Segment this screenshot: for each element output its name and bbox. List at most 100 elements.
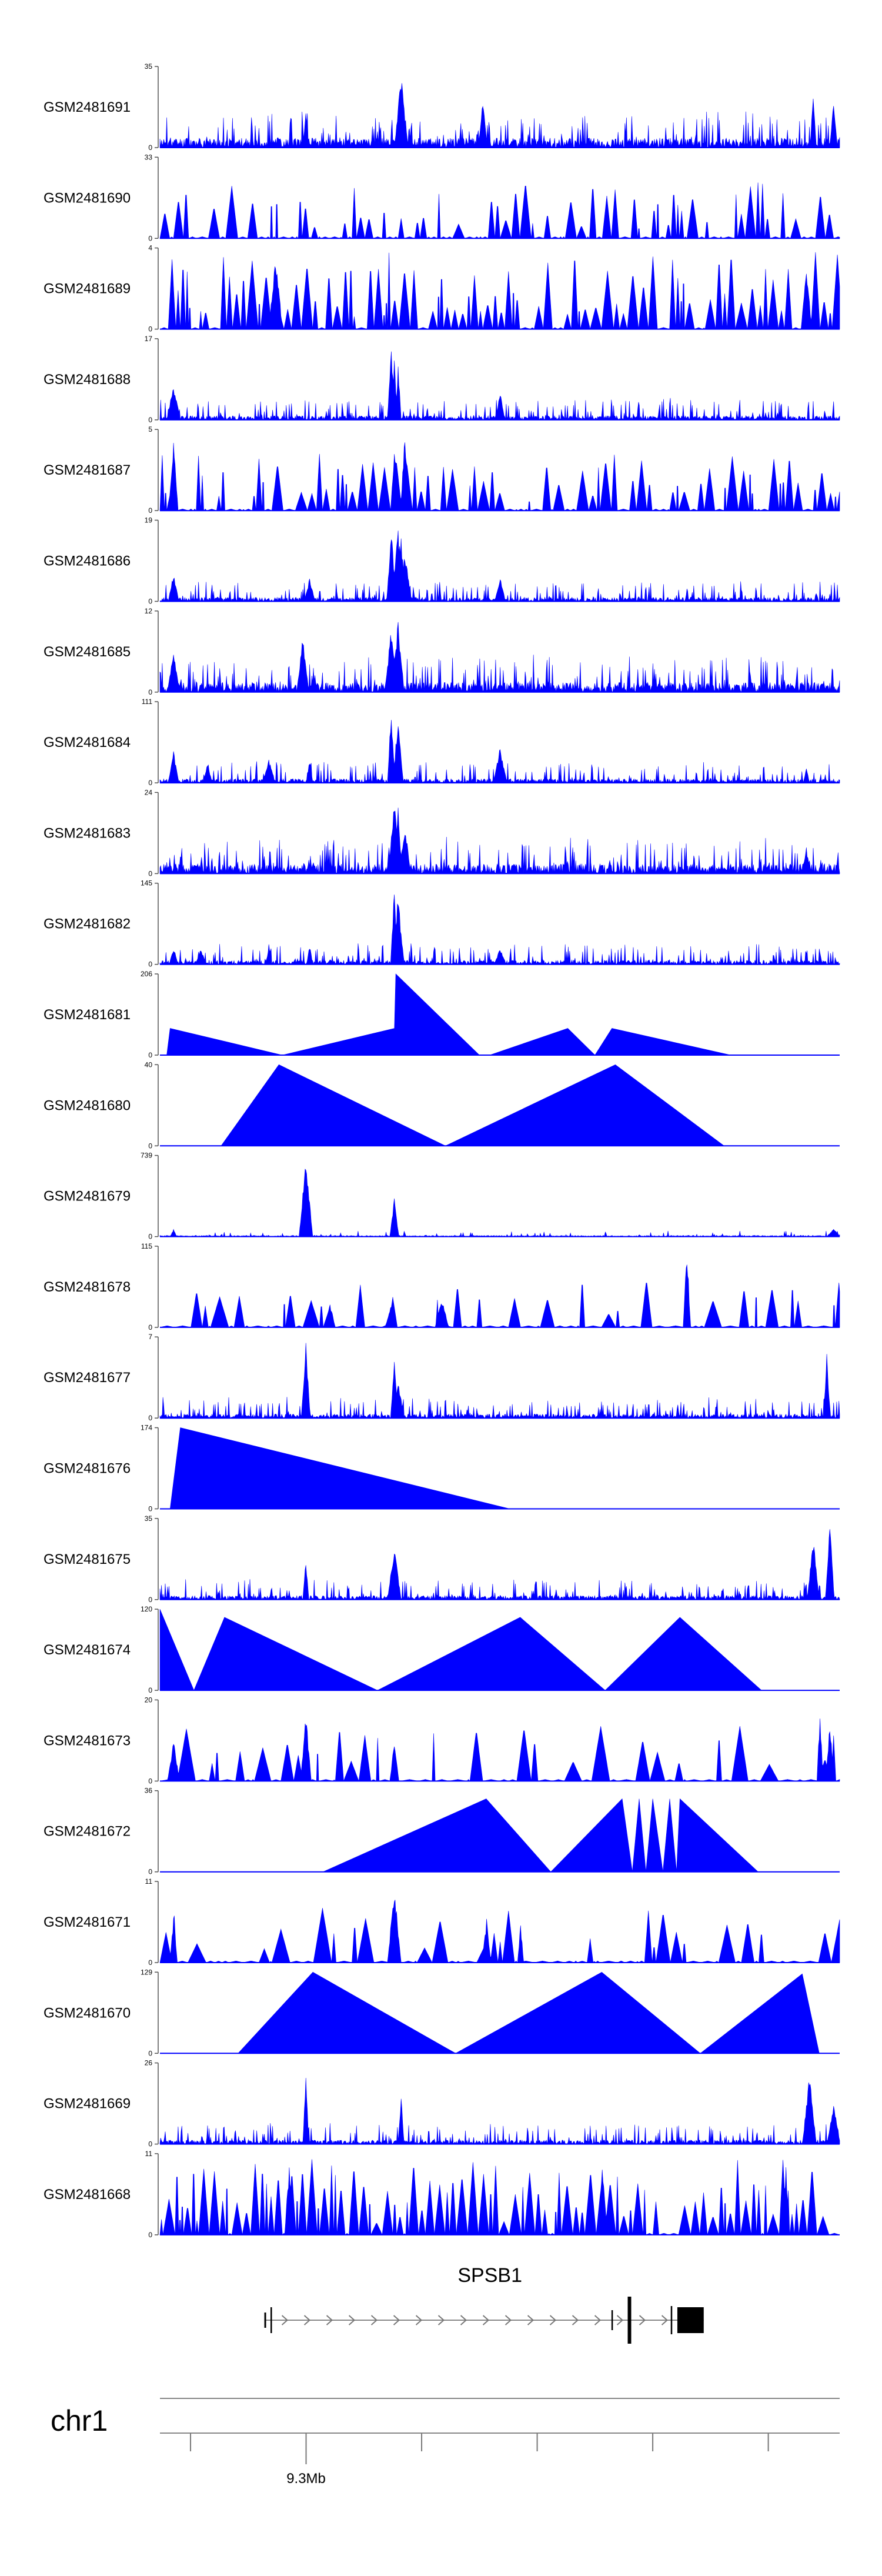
strand-arrow-icon bbox=[303, 2315, 311, 2325]
y-tick-max-label: 17 bbox=[145, 335, 153, 343]
strand-arrow-icon bbox=[594, 2315, 602, 2325]
y-tick-min-label: 0 bbox=[148, 416, 152, 424]
y-tick-min-label: 0 bbox=[148, 2049, 152, 2057]
track-label: GSM2481668 bbox=[44, 2187, 131, 2203]
y-tick-max-label: 739 bbox=[141, 1152, 152, 1160]
y-tick-max-label: 115 bbox=[141, 1242, 152, 1250]
coverage-track: GSM2481688 17 0 bbox=[44, 335, 840, 424]
y-tick-min-label: 0 bbox=[148, 234, 152, 242]
gene-model: SPSB1 bbox=[264, 2264, 704, 2344]
coverage-area bbox=[220, 1064, 725, 1146]
strand-arrow-icon bbox=[437, 2315, 445, 2325]
coverage-area bbox=[323, 1798, 759, 1873]
track-label: GSM2481679 bbox=[44, 1189, 131, 1204]
track-label: GSM2481672 bbox=[44, 1824, 131, 1840]
y-tick-min-label: 0 bbox=[148, 506, 152, 515]
coverage-area bbox=[159, 1343, 840, 1419]
track-label: GSM2481675 bbox=[44, 1551, 131, 1567]
track-label: GSM2481671 bbox=[44, 1914, 131, 1930]
coverage-area bbox=[159, 1264, 840, 1328]
strand-arrow-icon bbox=[460, 2315, 467, 2325]
coverage-area bbox=[159, 807, 840, 875]
strand-arrow-icon bbox=[549, 2315, 557, 2325]
track-label: GSM2481677 bbox=[44, 1370, 131, 1386]
strand-arrow-icon bbox=[527, 2315, 534, 2325]
coverage-area bbox=[159, 1529, 840, 1600]
y-tick-min-label: 0 bbox=[148, 325, 152, 333]
strand-arrow-icon bbox=[661, 2315, 669, 2325]
y-tick-min-label: 0 bbox=[148, 144, 152, 152]
y-tick-max-label: 111 bbox=[142, 698, 153, 706]
coverage-track: GSM2481686 19 0 bbox=[44, 516, 840, 606]
coverage-track: GSM2481684 111 0 bbox=[44, 698, 840, 787]
strand-arrow-icon bbox=[482, 2315, 490, 2325]
coverage-track: GSM2481682 145 0 bbox=[44, 879, 840, 969]
y-tick-max-label: 145 bbox=[141, 879, 152, 887]
coverage-track: GSM2481677 7 0 bbox=[44, 1333, 840, 1422]
track-label: GSM2481678 bbox=[44, 1279, 131, 1295]
genome-axis: chr1 9.3Mb bbox=[51, 2398, 840, 2487]
coverage-area bbox=[159, 1609, 762, 1691]
y-tick-max-label: 174 bbox=[141, 1424, 152, 1432]
y-tick-min-label: 0 bbox=[148, 1414, 152, 1422]
coverage-area bbox=[159, 622, 840, 693]
y-tick-max-label: 26 bbox=[145, 2059, 153, 2067]
track-label: GSM2481688 bbox=[44, 372, 131, 388]
coverage-area bbox=[159, 252, 840, 330]
track-label: GSM2481669 bbox=[44, 2096, 131, 2112]
y-tick-min-label: 0 bbox=[148, 598, 152, 606]
strand-arrow-icon bbox=[348, 2315, 356, 2325]
coverage-track: GSM2481669 26 0 bbox=[44, 2059, 840, 2148]
coverage-track: GSM2481678 115 0 bbox=[44, 1242, 840, 1332]
gene-exon bbox=[611, 2310, 613, 2330]
coverage-track: GSM2481675 35 0 bbox=[44, 1514, 840, 1604]
coverage-track: GSM2481672 36 0 bbox=[44, 1787, 840, 1876]
coverage-track: GSM2481687 5 0 bbox=[44, 425, 840, 515]
track-label: GSM2481674 bbox=[44, 1642, 131, 1658]
track-label: GSM2481676 bbox=[44, 1461, 131, 1477]
gene-exon bbox=[270, 2307, 272, 2333]
y-tick-min-label: 0 bbox=[148, 1233, 152, 1241]
track-label: GSM2481691 bbox=[44, 99, 131, 115]
coverage-area bbox=[159, 530, 840, 602]
y-tick-max-label: 33 bbox=[145, 153, 153, 161]
y-tick-min-label: 0 bbox=[148, 1596, 152, 1604]
gene-exon bbox=[264, 2313, 266, 2328]
coverage-track: GSM2481671 11 0 bbox=[44, 1877, 840, 1967]
track-label: GSM2481685 bbox=[44, 644, 131, 660]
y-tick-max-label: 35 bbox=[145, 62, 153, 71]
coverage-area bbox=[159, 720, 840, 784]
chromosome-label: chr1 bbox=[51, 2404, 108, 2437]
y-tick-max-label: 5 bbox=[148, 425, 152, 433]
coverage-track: GSM2481685 12 0 bbox=[44, 607, 840, 696]
track-label: GSM2481686 bbox=[44, 553, 131, 569]
coverage-area bbox=[159, 442, 840, 512]
track-label: GSM2481682 bbox=[44, 916, 131, 932]
y-tick-min-label: 0 bbox=[148, 1868, 152, 1876]
y-tick-max-label: 35 bbox=[145, 1514, 153, 1523]
strand-arrow-icon bbox=[370, 2315, 378, 2325]
strand-arrow-icon bbox=[326, 2315, 333, 2325]
gene-exon bbox=[677, 2307, 704, 2333]
y-tick-max-label: 40 bbox=[145, 1060, 153, 1069]
strand-arrow-icon bbox=[415, 2315, 423, 2325]
strand-arrow-icon bbox=[505, 2315, 512, 2325]
strand-arrow-icon bbox=[616, 2315, 624, 2325]
coverage-track: GSM2481670 129 0 bbox=[44, 1968, 840, 2057]
track-label: GSM2481690 bbox=[44, 190, 131, 206]
coverage-track: GSM2481689 4 0 bbox=[44, 244, 840, 333]
track-label: GSM2481684 bbox=[44, 735, 131, 750]
y-tick-max-label: 11 bbox=[145, 1877, 153, 1886]
track-label: GSM2481681 bbox=[44, 1007, 131, 1023]
track-label: GSM2481683 bbox=[44, 825, 131, 841]
coverage-area bbox=[159, 2078, 840, 2145]
track-label: GSM2481680 bbox=[44, 1097, 131, 1113]
gene-exon bbox=[627, 2297, 632, 2344]
coverage-area bbox=[238, 1971, 820, 2054]
coverage-area bbox=[159, 894, 840, 965]
y-tick-max-label: 206 bbox=[141, 970, 152, 978]
track-label: GSM2481673 bbox=[44, 1733, 131, 1749]
strand-arrow-icon bbox=[572, 2315, 579, 2325]
